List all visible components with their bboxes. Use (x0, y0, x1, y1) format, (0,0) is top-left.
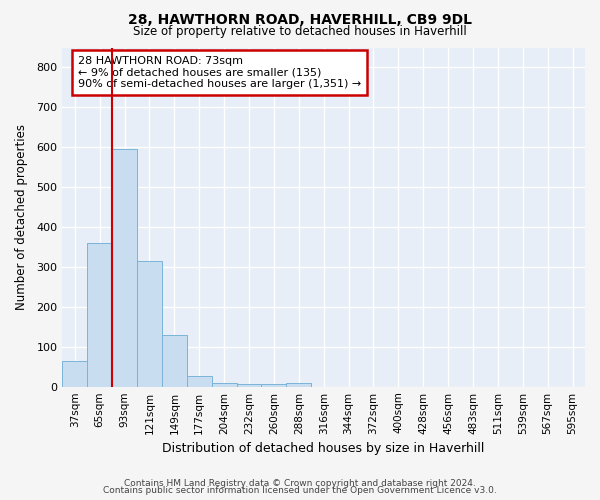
Bar (112, 150, 137, 386)
Bar (87, 243, 112, 386)
Text: Contains HM Land Registry data © Crown copyright and database right 2024.: Contains HM Land Registry data © Crown c… (124, 478, 476, 488)
Text: Contains public sector information licensed under the Open Government Licence v3: Contains public sector information licen… (103, 486, 497, 495)
Bar (62, 360, 87, 386)
Bar (286, 383, 311, 386)
Bar (137, 261, 162, 386)
Bar (262, 384, 286, 386)
Text: Size of property relative to detached houses in Haverhill: Size of property relative to detached ho… (133, 25, 467, 38)
Bar (162, 335, 187, 386)
Text: 28, HAWTHORN ROAD, HAVERHILL, CB9 9DL: 28, HAWTHORN ROAD, HAVERHILL, CB9 9DL (128, 12, 472, 26)
Text: 28 HAWTHORN ROAD: 73sqm
← 9% of detached houses are smaller (135)
90% of semi-de: 28 HAWTHORN ROAD: 73sqm ← 9% of detached… (78, 56, 361, 89)
Y-axis label: Number of detached properties: Number of detached properties (15, 124, 28, 310)
Bar (187, 376, 212, 386)
X-axis label: Distribution of detached houses by size in Haverhill: Distribution of detached houses by size … (163, 442, 485, 455)
Bar (236, 384, 262, 386)
Bar (212, 382, 236, 386)
